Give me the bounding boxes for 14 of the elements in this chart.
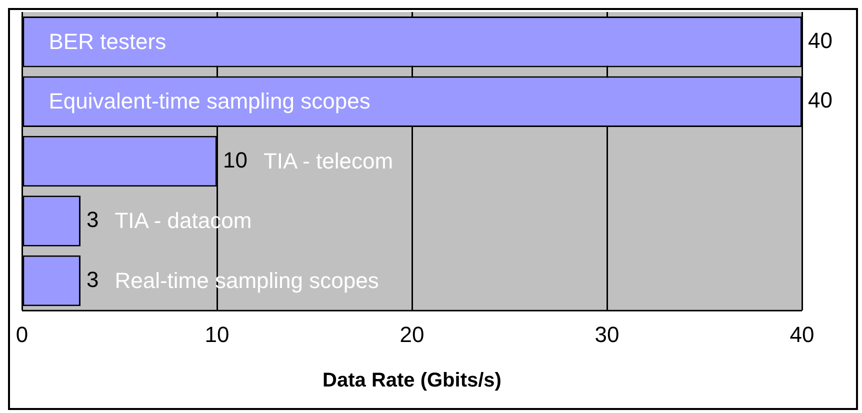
x-tick-label: 20 — [400, 322, 424, 347]
x-tick-label: 30 — [594, 322, 620, 347]
y-tick-label: TIA - telecom — [263, 148, 394, 174]
data-label: 40 — [808, 88, 832, 113]
data-label: 10 — [223, 147, 248, 172]
x-tick-label: 40 — [790, 322, 814, 347]
data-label: 3 — [86, 207, 99, 232]
y-tick-label: BER testers — [48, 28, 166, 54]
y-tick-label: Equivalent-time sampling scopes — [48, 88, 370, 114]
x-tick-label: 0 — [16, 322, 28, 347]
x-tick-label: 10 — [204, 322, 230, 347]
x-axis-title: Data Rate (Gbits/s) — [322, 370, 502, 392]
data-label: 3 — [86, 266, 99, 292]
data-label: 40 — [808, 28, 832, 53]
